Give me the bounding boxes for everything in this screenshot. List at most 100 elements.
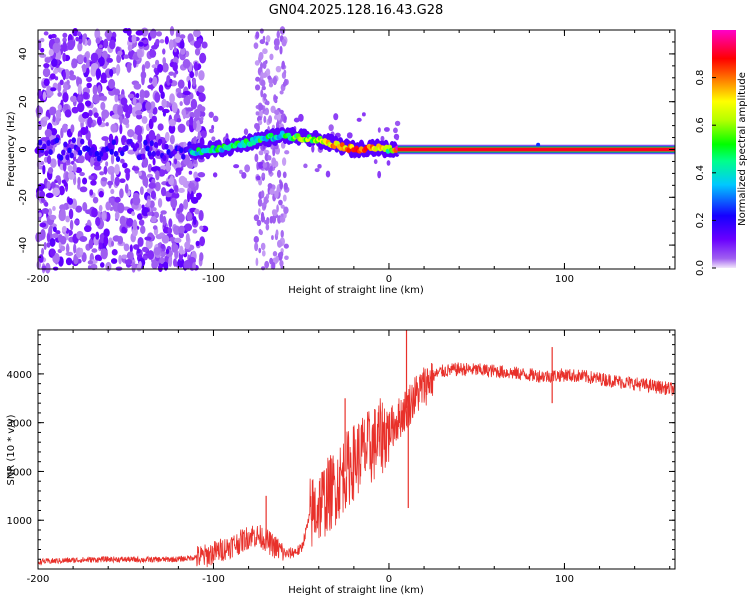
snr-plot-area (38, 330, 675, 569)
spectrogram-cell (140, 225, 146, 234)
spectrogram-cell (57, 104, 62, 111)
spectrogram-cell (42, 116, 49, 121)
spectrogram-cell (272, 251, 278, 257)
spectrogram-cell (200, 115, 204, 121)
spectrogram-cell (175, 167, 183, 173)
spectrogram-cell (135, 110, 143, 116)
spectrogram-cell (135, 102, 143, 111)
spectrogram-cell (79, 186, 88, 193)
spectrogram-cell (55, 230, 61, 235)
spectrogram-ridge-cell (107, 142, 112, 149)
spectrogram-cell (141, 116, 148, 124)
spectrogram-cell (93, 161, 101, 167)
spectrogram-cell (41, 265, 47, 271)
spectrogram-cell (187, 33, 194, 42)
spectrogram-cell (62, 32, 68, 38)
spectrogram-ridge-cell (94, 150, 100, 157)
spectrogram-cell (262, 48, 268, 55)
spectrogram-cell (260, 190, 265, 199)
spectrogram-cell (377, 127, 381, 133)
spectrogram-ridge-cell (134, 142, 140, 149)
spectrogram-cell (79, 247, 84, 256)
spectrogram-ridge-cell (120, 150, 125, 157)
spectrogram-cell (105, 201, 112, 211)
spectrogram-cell (148, 77, 153, 84)
spectrogram-cell (94, 254, 102, 261)
spectrogram-cell (393, 127, 398, 134)
spectrogram-cell (110, 188, 115, 195)
spectrogram-cell (40, 47, 45, 53)
spectrogram-cell (148, 182, 156, 189)
spectrogram-cell (173, 158, 178, 165)
snr-x-tick-label: 100 (555, 574, 574, 585)
spectrogram-cell (262, 35, 266, 42)
spectrogram-cell (90, 156, 94, 167)
spectrogram-cell (283, 206, 289, 215)
spectrogram-cell (138, 219, 145, 226)
spectrogram-cell (151, 115, 156, 123)
spectrogram-cell (182, 108, 187, 120)
spectrogram-cell (123, 54, 130, 59)
spectrogram-cell (116, 66, 120, 76)
spectrogram-cell (95, 231, 100, 240)
spectrogram-cell (274, 44, 280, 51)
spectrogram-cell (37, 183, 46, 190)
snr-y-tick-label: 4000 (7, 370, 32, 381)
spectrogram-cell (179, 101, 183, 107)
spectrogram-cell (99, 171, 105, 176)
spectrogram-cell (114, 176, 120, 187)
spectrogram-cell (194, 48, 201, 56)
spectrogram-cell (85, 209, 93, 215)
spectrogram-cell (75, 205, 83, 213)
spectrogram-cell (52, 42, 61, 54)
spectrogram-cell (183, 94, 191, 106)
spectrogram-cell (147, 163, 153, 173)
spectrogram-cell (394, 120, 401, 127)
spectrogram-cell (197, 171, 206, 178)
spectrogram-cell (168, 118, 177, 127)
spectrogram-cell (282, 171, 287, 179)
spectrogram-cell (141, 74, 145, 86)
spectrogram-cell (269, 188, 275, 196)
spectrogram-cell (77, 155, 85, 164)
spectrogram-cell (131, 34, 137, 44)
spectrogram-cell (158, 84, 164, 94)
spectrogram-cell (111, 114, 119, 119)
spectrogram-cell (261, 202, 266, 207)
spectrogram-cell (82, 63, 87, 74)
spectrogram-cell (200, 130, 207, 138)
spectrogram-cell (143, 90, 150, 99)
spectrogram-cell (139, 186, 144, 196)
spectrogram-cell (199, 252, 204, 262)
spectrogram-cell (182, 90, 191, 96)
spectrogram-cell (276, 169, 282, 178)
spectrogram-cell (42, 164, 46, 175)
spectrogram-cell (149, 49, 157, 58)
spectrogram-cell (55, 175, 61, 181)
spectrogram-cell (142, 175, 149, 187)
spectrogram-cell (49, 73, 56, 80)
spectrogram-cell (157, 197, 163, 208)
spectrogram-cell (293, 117, 300, 123)
spectrogram-cell (107, 180, 114, 186)
spectrogram-cell (87, 260, 94, 265)
spectrogram-cell (152, 76, 158, 87)
spectrogram-cell (77, 95, 82, 101)
spectrogram-cell (79, 172, 85, 177)
spectrogram-cell (162, 111, 166, 117)
spectrogram-cell (46, 233, 51, 243)
spectrogram-cell (91, 122, 95, 128)
spectrogram-cell (61, 225, 67, 233)
spectrogram-cell (77, 54, 84, 64)
spectrogram-cell (160, 210, 167, 215)
spectrogram-cell (110, 123, 117, 133)
spectrogram-cell (212, 172, 218, 178)
spectrogram-cell (165, 248, 170, 255)
spectrogram-cell (190, 98, 198, 110)
spectrogram-ridge-cell (111, 139, 117, 146)
spectrogram-cell (188, 170, 193, 175)
spectrogram-cell (110, 172, 115, 183)
snr-frame (37, 329, 676, 570)
spectrogram-ridge-cell (124, 145, 129, 152)
